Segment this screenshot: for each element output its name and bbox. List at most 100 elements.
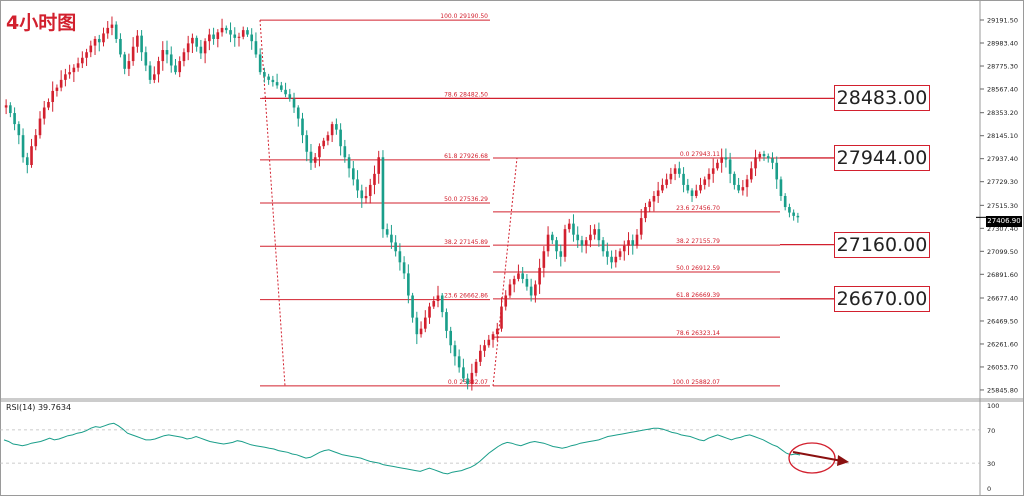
candle-body — [309, 151, 313, 163]
candle-body — [618, 251, 622, 257]
candle-body — [749, 168, 753, 180]
candle-body — [97, 38, 101, 43]
candle-body — [288, 94, 292, 99]
candle-body — [301, 118, 304, 136]
candle-body — [280, 85, 283, 90]
candle-body — [131, 46, 135, 62]
candle-body — [529, 286, 533, 296]
candle-body — [174, 65, 177, 73]
candle-body — [720, 157, 723, 163]
candle-body — [38, 118, 42, 136]
candle-body — [576, 234, 580, 241]
candle-body — [622, 245, 626, 252]
candle-body — [699, 184, 702, 191]
candle-body — [186, 43, 190, 53]
candle-body — [381, 157, 385, 230]
last-price-tag: 27406.90 — [986, 216, 1022, 227]
candle-body — [593, 229, 596, 235]
candle-body — [436, 295, 440, 302]
candle-body — [47, 101, 50, 108]
rsi-tick-label: 0 — [987, 485, 991, 493]
candle-body — [440, 295, 444, 313]
candle-body — [119, 38, 122, 55]
candle-body — [76, 63, 80, 68]
candle-body — [483, 345, 486, 351]
candle-body — [51, 90, 55, 102]
candle-body — [407, 273, 410, 296]
candle-body — [690, 190, 694, 196]
candle-body — [703, 179, 707, 185]
candle-body — [343, 146, 347, 158]
fib-label-right: 23.6 27456.70 — [676, 205, 720, 212]
candle-body — [669, 173, 673, 180]
price-tick-label: 28567.40 — [987, 86, 1018, 94]
fibonacci-levels: 100.0 29190.50 78.6 28482.50 61.8 27926.68… — [259, 13, 834, 387]
fib-label-right: 61.8 26669.39 — [676, 292, 720, 299]
candle-body — [432, 301, 436, 307]
candle-body — [284, 89, 287, 95]
rsi-tick-label: 30 — [987, 460, 995, 468]
candle-body — [93, 38, 97, 46]
candle-body — [779, 179, 783, 196]
rsi-tick-label: 70 — [987, 427, 995, 435]
candle-body — [792, 212, 795, 216]
candle-body — [462, 367, 465, 379]
fib-label-left: 38.2 27145.89 — [444, 239, 488, 246]
candle-body — [364, 195, 368, 199]
candle-body — [733, 173, 736, 185]
candle-body — [567, 223, 571, 230]
candle-body — [542, 251, 546, 268]
candle-body — [601, 240, 605, 252]
candle-body — [17, 124, 21, 136]
candle-body — [491, 334, 495, 340]
candle-body — [737, 184, 740, 191]
candle-body — [102, 33, 105, 43]
candle-body — [707, 173, 711, 180]
candle-body — [724, 157, 728, 160]
level-box-3: 27160.00 — [834, 231, 930, 258]
candle-body — [614, 256, 618, 263]
candle-body — [296, 107, 300, 119]
candle-body — [771, 158, 774, 163]
candle-body — [233, 34, 237, 38]
candle-body — [411, 295, 414, 318]
price-tick-label: 27307.40 — [987, 225, 1018, 233]
candle-body — [546, 234, 550, 252]
candle-body — [652, 195, 656, 202]
candle-body — [42, 107, 46, 119]
candle-body — [559, 251, 563, 257]
candle-body — [292, 98, 296, 108]
level-box-2: 27944.00 — [834, 144, 930, 171]
candle-body — [373, 173, 376, 185]
candle-body — [144, 52, 148, 66]
rsi-panel: 100 70 30 0 — [0, 402, 999, 493]
candle-body — [127, 61, 131, 69]
candle-body — [711, 168, 715, 174]
candle-body — [182, 52, 186, 62]
candle-body — [106, 27, 110, 34]
price-axis: 29191.50 28983.40 28775.30 28567.40 28353.20… — [976, 16, 1018, 394]
candle-body — [157, 61, 160, 75]
candle-body — [161, 50, 165, 62]
candle-body — [597, 229, 601, 241]
candle-body — [347, 157, 351, 169]
price-tick-label: 28145.10 — [987, 132, 1018, 140]
candle-body — [64, 74, 67, 80]
fib-label-left: 50.0 27536.29 — [444, 196, 488, 203]
candle-body — [305, 135, 309, 152]
candle-body — [470, 372, 474, 384]
candle-body — [796, 215, 800, 218]
candle-body — [504, 295, 508, 307]
rsi-annotation-circle — [788, 442, 836, 474]
candle-body — [199, 46, 203, 54]
candle-body — [453, 345, 457, 357]
candle-body — [589, 234, 592, 241]
rsi-line — [3, 422, 801, 475]
price-tick-label: 28983.40 — [987, 40, 1018, 48]
candle-body — [788, 207, 791, 213]
fib-label-right: 38.2 27155.79 — [676, 238, 720, 245]
candle-body — [673, 168, 677, 174]
candle-body — [368, 184, 372, 196]
price-tick-label: 27937.40 — [987, 155, 1018, 163]
candle-body — [254, 41, 258, 55]
